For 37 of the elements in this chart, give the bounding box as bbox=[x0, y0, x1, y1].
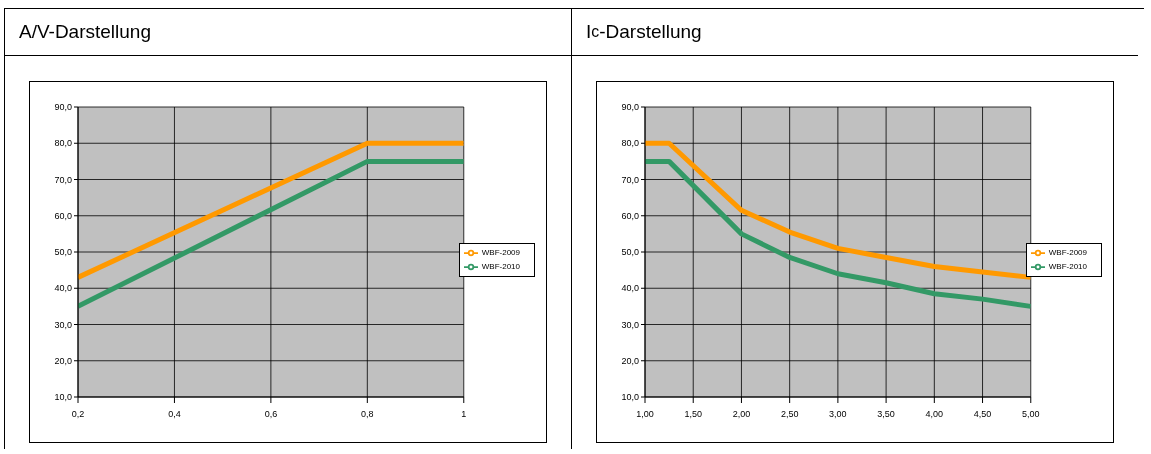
x-tick-label: 5,00 bbox=[1022, 409, 1040, 420]
y-tick-label: 80,0 bbox=[621, 138, 639, 149]
y-tick-label: 50,0 bbox=[621, 247, 639, 258]
y-tick-label: 70,0 bbox=[621, 174, 639, 185]
y-tick-label: 60,0 bbox=[54, 210, 72, 221]
y-tick-label: 10,0 bbox=[621, 392, 639, 403]
y-tick-label: 40,0 bbox=[54, 283, 72, 294]
y-tick-label: 90,0 bbox=[621, 102, 639, 113]
y-tick-label: 20,0 bbox=[621, 355, 639, 366]
x-tick-label: 2,00 bbox=[732, 409, 751, 420]
y-tick-label: 10,0 bbox=[54, 392, 72, 403]
y-tick-label: 80,0 bbox=[54, 138, 72, 149]
legend-label: WBF-2010 bbox=[1048, 261, 1087, 271]
y-tick-label: 30,0 bbox=[621, 319, 639, 330]
x-tick-label: 0,2 bbox=[71, 409, 85, 420]
x-tick-label: 2,50 bbox=[780, 409, 799, 420]
legend-label: WBF-2010 bbox=[481, 261, 520, 271]
x-tick-label: 4,00 bbox=[925, 409, 944, 420]
y-tick-label: 40,0 bbox=[621, 283, 639, 294]
x-tick-label: 3,50 bbox=[877, 409, 895, 420]
y-tick-label: 70,0 bbox=[54, 174, 72, 185]
x-tick-label: 1,00 bbox=[636, 409, 654, 420]
y-tick-label: 30,0 bbox=[54, 319, 72, 330]
x-tick-label: 3,00 bbox=[829, 409, 847, 420]
y-tick-label: 50,0 bbox=[54, 247, 72, 258]
x-tick-label: 0,6 bbox=[264, 409, 278, 420]
y-tick-label: 20,0 bbox=[54, 355, 72, 366]
x-tick-label: 0,4 bbox=[168, 409, 181, 420]
x-tick-label: 0,8 bbox=[361, 409, 374, 420]
chart-title: A/V-Darstellung bbox=[5, 9, 571, 56]
legend-label: WBF-2009 bbox=[1048, 247, 1087, 257]
legend-label: WBF-2009 bbox=[481, 247, 520, 257]
x-tick-label: 1 bbox=[461, 409, 467, 420]
y-tick-label: 60,0 bbox=[621, 210, 639, 221]
y-tick-label: 90,0 bbox=[54, 102, 72, 113]
x-tick-label: 4,50 bbox=[973, 409, 992, 420]
x-tick-label: 1,50 bbox=[684, 409, 702, 420]
